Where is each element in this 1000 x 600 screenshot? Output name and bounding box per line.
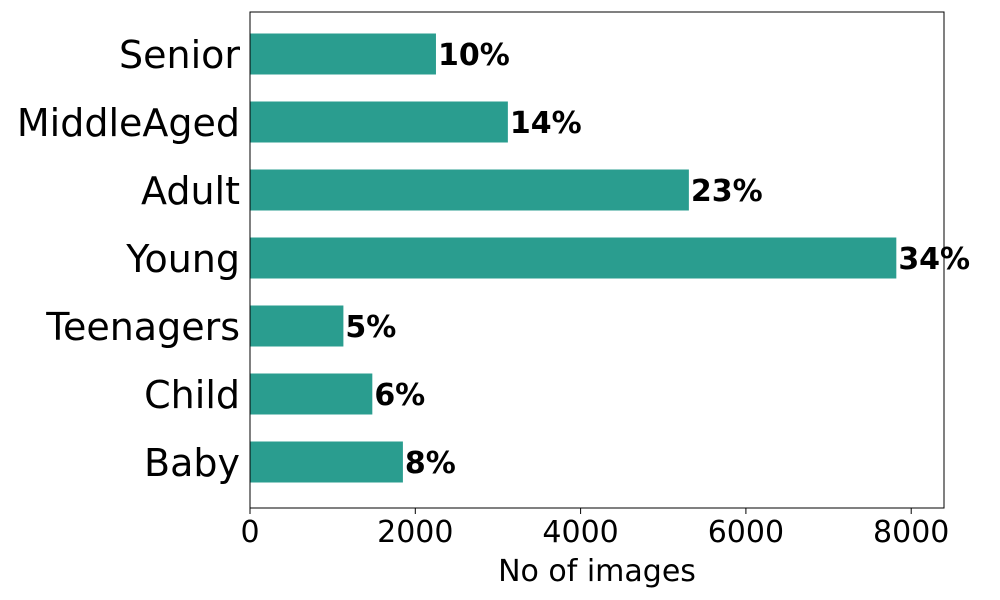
data-label-teenagers: 5% <box>345 310 396 345</box>
data-label-child: 6% <box>374 378 425 413</box>
data-label-baby: 8% <box>405 446 456 481</box>
plot-frame <box>249 11 945 509</box>
category-label-teenagers: Teenagers <box>45 305 240 349</box>
category-label-child: Child <box>144 373 240 417</box>
data-labels-group: 8% 6% 5% 34% 23% 14%10% <box>345 38 970 481</box>
x-tick-label: 0 <box>240 515 259 550</box>
data-label-adult: 23% <box>691 174 763 209</box>
category-label-baby: Baby <box>144 441 240 485</box>
x-axis-title: No of images <box>498 554 696 589</box>
category-labels-group: Baby Child Teenagers Young Adult MiddleAged Se… <box>17 33 241 485</box>
bar-young <box>250 237 897 279</box>
bar-adult <box>250 169 689 211</box>
category-label-middleaged: MiddleAged <box>17 101 240 145</box>
data-label-senior: 10% <box>438 38 510 73</box>
bars-group <box>250 33 897 483</box>
category-label-young: Young <box>125 237 240 281</box>
bar-baby <box>250 441 403 483</box>
x-tick-label: 6000 <box>708 515 784 550</box>
category-label-senior: Senior <box>119 33 240 77</box>
x-ticks-group: 0 2000 4000 6000 8000 <box>240 508 949 550</box>
category-label-adult: Adult <box>141 169 240 213</box>
bar-middleaged <box>250 101 508 143</box>
data-label-middleaged: 14% <box>510 106 582 141</box>
bar-teenagers <box>250 305 344 347</box>
x-tick-label: 2000 <box>377 515 453 550</box>
x-tick-label: 8000 <box>873 515 949 550</box>
x-tick-label: 4000 <box>542 515 618 550</box>
bar-senior <box>250 33 436 75</box>
bar-child <box>250 373 373 415</box>
data-label-young: 34% <box>898 242 970 277</box>
